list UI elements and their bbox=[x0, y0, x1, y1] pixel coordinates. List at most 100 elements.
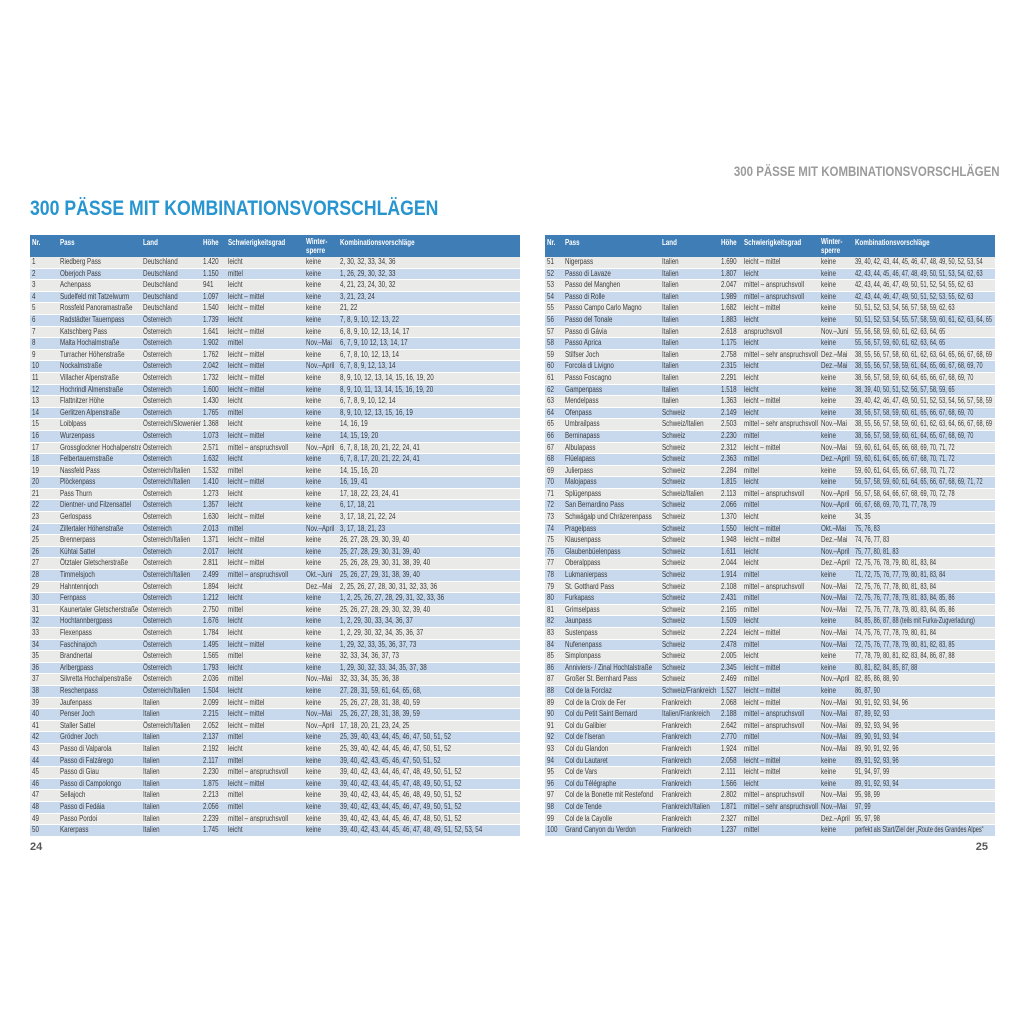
table-cell: Stilfser Joch bbox=[563, 349, 660, 362]
table-cell: leicht bbox=[742, 314, 819, 327]
table-row: 33 Flexenpass Österreich 1.784 leicht keine 1,… bbox=[30, 627, 520, 640]
table-cell: Furkapass bbox=[563, 592, 660, 605]
table-cell: Fernpass bbox=[58, 592, 141, 605]
table-cell: Italien bbox=[660, 268, 719, 281]
table-cell: 6, 7, 8, 17, 20, 21, 22, 24, 41 bbox=[338, 453, 520, 466]
table-cell: Schweiz bbox=[660, 430, 719, 443]
table-cell: Italien bbox=[141, 731, 201, 744]
table-row: 1 Riedberg Pass Deutschland 1.420 leicht kein… bbox=[30, 257, 520, 269]
table-cell: keine bbox=[819, 465, 853, 478]
table-cell: leicht – mittel bbox=[226, 360, 304, 373]
table-cell: keine bbox=[819, 778, 853, 791]
table-cell: 6, 7, 8, 9, 12, 13, 14 bbox=[338, 360, 520, 373]
table-cell: keine bbox=[304, 813, 338, 826]
table-row: 79 St. Gotthard Pass Schweiz 2.108 mittel – … bbox=[545, 581, 995, 594]
table-cell: 1.237 bbox=[719, 824, 742, 837]
table-cell: 89, 92, 93, 94, 96 bbox=[853, 720, 995, 733]
table-row: 6 Radstädter Tauernpass Österreich 1.739 lei… bbox=[30, 314, 520, 327]
table-cell: 2.315 bbox=[719, 360, 742, 373]
table-cell: 2, 30, 32, 33, 34, 36 bbox=[338, 257, 520, 269]
table-cell: mittel – anspruchsvoll bbox=[226, 766, 304, 779]
table-cell: 89, 90, 91, 93, 94 bbox=[853, 731, 995, 744]
table-cell: 24 bbox=[30, 523, 58, 536]
table-cell: Passo di Giau bbox=[58, 766, 141, 779]
table-cell: Italien bbox=[141, 766, 201, 779]
table-cell: 2.099 bbox=[201, 697, 226, 710]
table-cell: 20 bbox=[30, 476, 58, 489]
table-cell: 59, 60, 61, 64, 65, 66, 67, 68, 70, 71, … bbox=[853, 453, 995, 466]
table-cell: Italien bbox=[141, 778, 201, 791]
table-cell: keine bbox=[819, 685, 853, 698]
table-cell: Österreich/Italien bbox=[141, 465, 201, 478]
table-cell: mittel – anspruchsvoll bbox=[226, 569, 304, 582]
table-cell: 22 bbox=[30, 499, 58, 513]
table-cell: keine bbox=[819, 314, 853, 327]
table-cell: 68 bbox=[545, 453, 563, 466]
table-cell: 29 bbox=[30, 581, 58, 594]
table-cell: Passo Pordoi bbox=[58, 813, 141, 826]
table-cell: Berninapass bbox=[563, 430, 660, 443]
table-cell: 9 bbox=[30, 349, 58, 362]
table-row: 29 Hahntennjoch Österreich 1.894 leicht Dez.–… bbox=[30, 581, 520, 594]
table-row: 15 Loiblpass Österreich/Slowenien 1.368 leic… bbox=[30, 418, 520, 431]
table-row: 30 Fernpass Österreich 1.212 leicht keine 1, 2… bbox=[30, 592, 520, 605]
table-cell: leicht bbox=[226, 743, 304, 756]
table-cell: Schweiz bbox=[660, 442, 719, 455]
table-cell: Wurzenpass bbox=[58, 430, 141, 443]
table-row: 16 Wurzenpass Österreich 1.073 leicht – mitt… bbox=[30, 430, 520, 443]
table-cell: Nov.–Mai bbox=[819, 592, 853, 605]
table-cell: Schweiz/Frankreich bbox=[660, 685, 719, 698]
table-cell: Reschenpass bbox=[58, 685, 141, 698]
table-cell: 19 bbox=[30, 465, 58, 478]
table-cell: Radstädter Tauernpass bbox=[58, 314, 141, 327]
table-cell: 1, 29, 32, 33, 35, 36, 37, 73 bbox=[338, 639, 520, 652]
table-cell: 1.732 bbox=[201, 372, 226, 385]
table-cell: Col de Tende bbox=[563, 801, 660, 814]
table-cell: leicht – mittel bbox=[742, 523, 819, 536]
table-cell: leicht bbox=[742, 557, 819, 571]
table-cell: 74, 75, 76, 77, 78, 79, 80, 81, 84 bbox=[853, 627, 995, 640]
table-cell: 1, 2, 25, 26, 27, 28, 29, 31, 32, 33, 36 bbox=[338, 592, 520, 605]
table-cell: Nov.–Mai bbox=[304, 673, 338, 686]
col-header-nr: Nr. bbox=[30, 235, 58, 257]
table-cell: 2.431 bbox=[719, 592, 742, 605]
table-cell: 2.108 bbox=[719, 581, 742, 594]
table-cell: Nov.–April bbox=[819, 673, 853, 686]
table-cell: 39, 40, 42, 43, 44, 45, 47, 48, 49, 50, … bbox=[338, 778, 520, 791]
table-cell: 1.518 bbox=[719, 384, 742, 397]
table-cell: 38, 55, 56, 57, 58, 59, 60, 61, 62, 63, … bbox=[853, 418, 995, 431]
table-cell: mittel – anspruchsvoll bbox=[226, 442, 304, 455]
table-cell: 25, 26, 27, 29, 31, 38, 39, 40 bbox=[338, 569, 520, 582]
table-row: 68 Flüelapass Schweiz 2.363 mittel Dez.–April… bbox=[545, 453, 995, 466]
table-cell: Sustenpass bbox=[563, 627, 660, 640]
table-row: 34 Faschinajoch Österreich 1.495 leicht – mi… bbox=[30, 639, 520, 652]
table-cell: Deutschland bbox=[141, 302, 201, 315]
table-cell: 100 bbox=[545, 824, 563, 837]
table-row: 99 Col de la Cayolle Frankreich 2.327 mittel… bbox=[545, 813, 995, 826]
table-cell: mittel bbox=[226, 523, 304, 536]
table-cell: Hahntennjoch bbox=[58, 581, 141, 594]
table-cell: 84 bbox=[545, 639, 563, 652]
table-row: 60 Forcola di Livigno Italien 2.315 leicht De… bbox=[545, 360, 995, 373]
table-cell: 75 bbox=[545, 534, 563, 547]
table-row: 45 Passo di Giau Italien 2.230 mittel – ansp… bbox=[30, 766, 520, 779]
table-body-left: 1 Riedberg Pass Deutschland 1.420 leicht kein… bbox=[30, 257, 520, 837]
table-cell: Nov.–Mai bbox=[819, 801, 853, 814]
table-cell: 39, 40, 42, 43, 44, 45, 46, 47, 48, 50, … bbox=[338, 813, 520, 826]
table-cell: 73 bbox=[545, 511, 563, 524]
table-cell: 39, 40, 42, 46, 47, 49, 50, 51, 52, 53, … bbox=[853, 395, 995, 408]
table-cell: Mendelpass bbox=[563, 395, 660, 408]
table-cell: leicht – mittel bbox=[226, 708, 304, 721]
table-cell: Ötztaler Gletscherstraße bbox=[58, 557, 141, 571]
table-cell: Nov.–Mai bbox=[819, 708, 853, 721]
table-cell: Nov.–April bbox=[819, 546, 853, 559]
table-row: 86 Anniviers- / Zinal Hochtalstraße Schwei… bbox=[545, 662, 995, 675]
table-cell: 28 bbox=[30, 569, 58, 582]
table-cell: mittel bbox=[226, 801, 304, 814]
table-cell: 2.017 bbox=[201, 546, 226, 559]
table-cell: 2.312 bbox=[719, 442, 742, 455]
col-header-schwierigkeitsgrad: Schwierigkeitsgrad bbox=[742, 235, 819, 257]
table-cell: 2.469 bbox=[719, 673, 742, 686]
table-cell: 2.224 bbox=[719, 627, 742, 640]
table-cell: Österreich bbox=[141, 314, 201, 327]
